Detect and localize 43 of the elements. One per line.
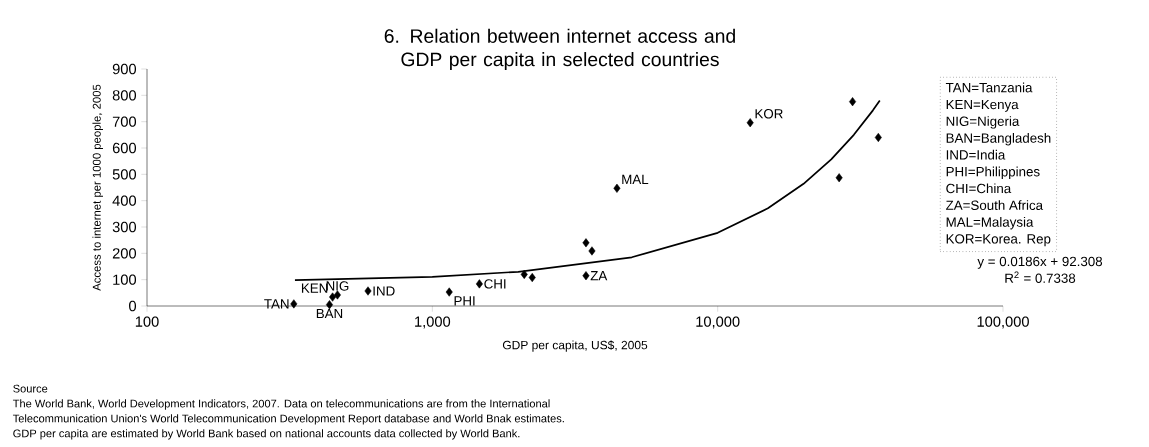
annotation: KOR <box>755 109 783 119</box>
annotation: BAN <box>316 308 343 319</box>
y-axis-title: Access to internet per 1000 people, 2005 <box>92 84 103 291</box>
text: Telecommunication Union's World Telecommunication Development Report database and World Bnak estimates. <box>12 414 564 425</box>
y-tick-label: 800 <box>112 90 137 101</box>
annotation: y = 0.0186x + 92.308 <box>977 256 1103 269</box>
y-tick-label: 0 <box>129 300 137 312</box>
y-tick-label: 400 <box>112 195 137 206</box>
annotation: TAN=Tanzania <box>945 82 1033 93</box>
text: R$^{2}$ = 0.7338 <box>1005 271 1076 283</box>
annotation: IND=India <box>946 149 1006 160</box>
x-tick-label: 100 <box>135 316 159 327</box>
x-tick-label: 1,000 <box>415 316 451 329</box>
annotation: ZA=South Africa <box>946 200 1044 210</box>
y-tick-label: 500 <box>112 169 137 180</box>
annotation: IND <box>373 286 395 296</box>
y-tick-label: 100 <box>113 274 137 285</box>
annotation: MAL <box>622 174 649 185</box>
annotation: KEN <box>301 283 328 293</box>
text: The World Bank, World Development Indicators, 2007. Data on telecommunications are from the International <box>12 399 550 410</box>
x-axis-title: GDP per capita, US$, 2005 <box>502 340 648 352</box>
annotation: MAL=Malaysia <box>946 217 1034 230</box>
x-tick-label: 10,000 <box>696 316 740 329</box>
annotation: NIG <box>326 281 349 291</box>
annotation: TAN <box>264 299 289 309</box>
y-tick-label: 900 <box>112 63 137 75</box>
annotation: CHI <box>484 279 506 289</box>
annotation: ZA <box>590 271 608 281</box>
text: Source <box>13 384 48 393</box>
x-tick-label: 100,000 <box>977 316 1029 329</box>
y-tick-label: 200 <box>112 248 137 259</box>
annotation: CHI=China <box>946 183 1012 194</box>
annotation: KEN=Kenya <box>946 99 1019 112</box>
y-tick-label: 300 <box>112 221 137 233</box>
y-tick-label: 700 <box>112 116 137 127</box>
chart-title: 6. Relation between internet access and GDP per capita in selected countries <box>384 28 735 71</box>
text: GDP per capita are estimated by World Bank based on national accounts data collected by World Bank. <box>13 429 520 440</box>
annotation: PHI <box>454 296 475 306</box>
annotation: NIG=Nigeria <box>946 116 1020 129</box>
annotation: BAN=Bangladesh <box>946 133 1051 146</box>
y-tick-label: 600 <box>112 142 137 154</box>
annotation: KOR=Korea. Rep <box>946 234 1051 247</box>
annotation: PHI=Philippines <box>946 166 1040 180</box>
